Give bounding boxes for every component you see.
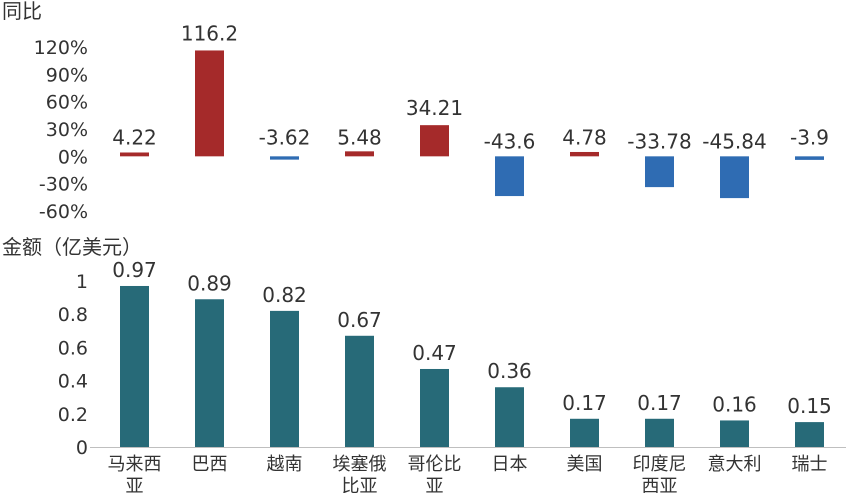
category-label: 比亚 xyxy=(342,476,378,493)
category-label: 马来西 xyxy=(108,454,162,475)
category-label: 越南 xyxy=(267,454,303,475)
category-label: 瑞士 xyxy=(792,454,828,475)
amount-value-label: 0.36 xyxy=(487,359,532,383)
category-label: 美国 xyxy=(567,454,603,475)
yoy-y-tick-label: 90% xyxy=(46,64,88,86)
amount-value-label: 0.82 xyxy=(262,283,307,307)
yoy-value-label: 5.48 xyxy=(337,125,382,149)
yoy-y-tick-label: 0% xyxy=(58,146,88,168)
yoy-value-label: -33.78 xyxy=(627,129,691,153)
yoy-bar xyxy=(795,156,824,160)
amount-y-tick-label: 0.4 xyxy=(58,371,88,393)
amount-bar xyxy=(645,418,674,447)
amount-axis-title: 金额（亿美元） xyxy=(2,235,142,259)
yoy-bar xyxy=(195,50,224,157)
yoy-value-label: 34.21 xyxy=(406,96,463,120)
yoy-value-label: -43.6 xyxy=(484,129,536,153)
yoy-y-tick-label: 30% xyxy=(46,119,88,141)
yoy-bar xyxy=(495,156,524,197)
yoy-bar xyxy=(120,152,149,157)
category-label: 意大利 xyxy=(708,454,762,475)
amount-bar xyxy=(720,420,749,447)
amount-value-label: 0.89 xyxy=(187,271,232,295)
amount-y-tick-label: 1 xyxy=(76,271,88,293)
amount-bar xyxy=(120,285,149,447)
amount-bar xyxy=(195,299,224,447)
amount-value-label: 0.17 xyxy=(637,391,682,415)
yoy-bar-chart: 120% 90% 60% 30% 0% -30% -60% 4.22 116.2 -3.62 5.4… xyxy=(34,21,829,223)
yoy-bar xyxy=(720,156,749,199)
amount-bar xyxy=(270,310,299,447)
category-label: 哥伦比 xyxy=(408,454,462,475)
yoy-value-label: 116.2 xyxy=(181,21,238,45)
amount-value-label: 0.47 xyxy=(412,341,457,365)
yoy-value-label: 4.22 xyxy=(112,125,157,149)
amount-bar xyxy=(420,368,449,447)
amount-value-label: 0.15 xyxy=(787,394,832,418)
amount-y-tick-label: 0.8 xyxy=(58,304,88,326)
category-label: 西亚 xyxy=(642,476,678,493)
yoy-bar xyxy=(270,156,299,160)
amount-y-tick-label: 0.6 xyxy=(58,337,88,359)
amount-value-label: 0.67 xyxy=(337,308,382,332)
amount-bar xyxy=(570,418,599,447)
amount-value-label: 0.17 xyxy=(562,391,607,415)
yoy-value-label: -3.9 xyxy=(790,125,829,149)
yoy-y-tick-label: -60% xyxy=(39,201,88,223)
yoy-bar xyxy=(420,125,449,157)
yoy-y-tick-label: 60% xyxy=(46,92,88,114)
amount-bar-chart: 10.80.60.40.200.97马来西亚0.89巴西0.82越南0.67埃塞… xyxy=(58,258,846,493)
amount-bar xyxy=(795,422,824,447)
amount-value-label: 0.97 xyxy=(112,258,157,282)
amount-bar xyxy=(495,387,524,447)
yoy-bar xyxy=(345,151,374,157)
category-label: 印度尼 xyxy=(633,454,687,475)
yoy-bar xyxy=(570,151,599,157)
yoy-value-label: -45.84 xyxy=(702,129,766,153)
yoy-bar xyxy=(645,156,674,188)
amount-y-tick-label: 0 xyxy=(76,437,88,459)
yoy-y-tick-label: 120% xyxy=(34,37,88,59)
yoy-y-tick-label: -30% xyxy=(39,174,88,196)
yoy-value-label: 4.78 xyxy=(562,125,607,149)
category-label: 埃塞俄 xyxy=(333,454,387,475)
amount-value-label: 0.16 xyxy=(712,392,757,416)
category-label: 日本 xyxy=(492,454,528,475)
category-label: 亚 xyxy=(126,476,144,493)
category-label: 巴西 xyxy=(192,454,228,475)
amount-y-tick-label: 0.2 xyxy=(58,404,88,426)
category-label: 亚 xyxy=(426,476,444,493)
yoy-axis-title: 同比 xyxy=(2,0,42,23)
amount-bar xyxy=(345,335,374,447)
yoy-value-label: -3.62 xyxy=(259,125,311,149)
